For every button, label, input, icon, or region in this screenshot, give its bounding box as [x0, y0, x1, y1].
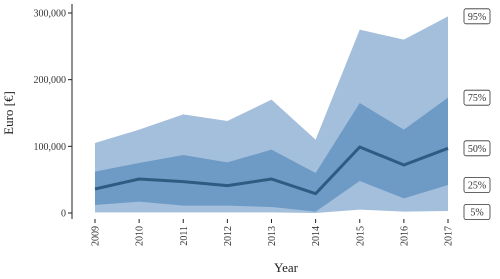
series-label-box: [463, 8, 491, 25]
x-tick-label: 2011: [179, 226, 190, 246]
series-label: 25%: [463, 177, 491, 193]
y-tick-label: 200,000: [34, 75, 67, 86]
series-label-text: 5%: [470, 208, 483, 219]
series-label: 5%: [463, 204, 491, 220]
x-tick-label: 2010: [135, 226, 146, 246]
y-tick-label: 0: [61, 209, 66, 220]
series-label: 50%: [463, 140, 491, 157]
series-label-box: [463, 140, 491, 157]
x-tick-label: 2012: [223, 226, 234, 246]
x-tick-label: 2017: [444, 226, 455, 246]
series-label-text: 25%: [468, 181, 486, 192]
median-line: [94, 145, 449, 196]
series-label-box: [463, 177, 491, 193]
series-label-text: 75%: [468, 93, 486, 104]
series-label-text: 50%: [468, 144, 486, 155]
y-tick-label: 100,000: [34, 142, 67, 153]
series-label: 95%: [463, 8, 491, 25]
x-tick-label: 2013: [267, 226, 278, 246]
x-tick-label: 2016: [399, 226, 410, 246]
series-label-text: 95%: [468, 12, 486, 23]
x-tick-label: 2009: [91, 226, 102, 246]
y-tick-label: 300,000: [34, 9, 67, 20]
x-axis-title: Year: [274, 260, 299, 275]
series-label: 75%: [463, 89, 491, 106]
y-axis-title: Euro [€]: [1, 91, 16, 135]
series-label-box: [463, 204, 491, 220]
x-tick-label: 2014: [311, 226, 322, 246]
x-tick-label: 2015: [355, 226, 366, 246]
series-label-box: [463, 89, 491, 106]
